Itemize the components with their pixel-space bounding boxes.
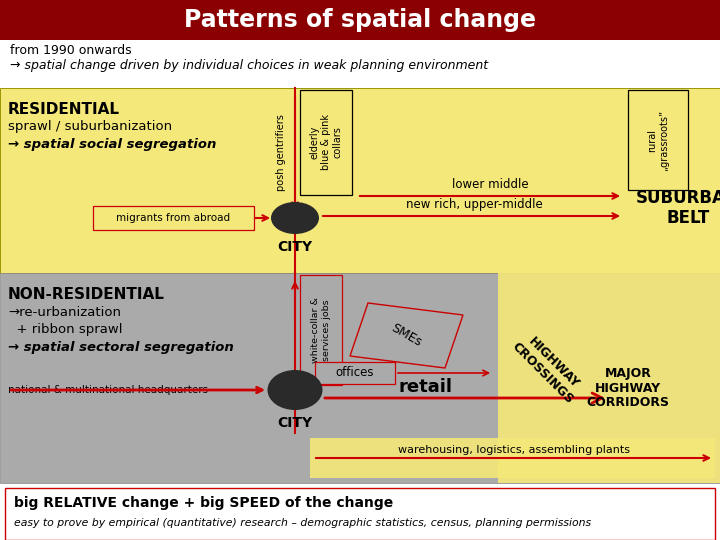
Text: NON-RESIDENTIAL: NON-RESIDENTIAL <box>8 287 165 302</box>
Polygon shape <box>350 303 463 368</box>
Bar <box>0 0 720 40</box>
Bar <box>315 362 395 384</box>
Text: → spatial sectoral segregation: → spatial sectoral segregation <box>8 341 234 354</box>
Text: Patterns of spatial change: Patterns of spatial change <box>184 8 536 32</box>
Text: national & multinational headquarters: national & multinational headquarters <box>8 385 208 395</box>
Text: warehousing, logistics, assembling plants: warehousing, logistics, assembling plant… <box>397 445 629 455</box>
Text: SUBURBAN
BELT: SUBURBAN BELT <box>636 188 720 227</box>
Text: easy to prove by empirical (quantitative) research – demographic statistics, cen: easy to prove by empirical (quantitative… <box>14 518 591 528</box>
Bar <box>300 90 352 195</box>
FancyBboxPatch shape <box>93 206 254 230</box>
Text: SMEs: SMEs <box>389 322 424 349</box>
Bar <box>310 438 715 478</box>
Text: retail: retail <box>398 378 452 396</box>
Ellipse shape <box>268 370 323 410</box>
Text: big RELATIVE change + big SPEED of the change: big RELATIVE change + big SPEED of the c… <box>14 496 393 510</box>
Bar <box>628 90 688 190</box>
Text: CITY: CITY <box>277 416 312 430</box>
Text: CITY: CITY <box>277 240 312 254</box>
Text: sprawl / suburbanization: sprawl / suburbanization <box>8 120 172 133</box>
Text: posh gentrifiers: posh gentrifiers <box>276 114 286 192</box>
Text: rural
„grassroots”: rural „grassroots” <box>647 110 669 171</box>
Text: from 1990 onwards: from 1990 onwards <box>10 44 132 57</box>
Bar <box>300 275 342 385</box>
Text: new rich, upper-middle: new rich, upper-middle <box>405 198 542 211</box>
Text: migrants from abroad: migrants from abroad <box>117 213 230 223</box>
Text: → spatial social segregation: → spatial social segregation <box>8 138 217 151</box>
Bar <box>0 88 720 273</box>
Text: white-collar &
services jobs: white-collar & services jobs <box>311 297 330 363</box>
Text: HIGHWAY
CROSSINGS: HIGHWAY CROSSINGS <box>510 329 587 407</box>
Text: lower middle: lower middle <box>451 178 528 191</box>
Text: RESIDENTIAL: RESIDENTIAL <box>8 102 120 117</box>
Text: → spatial change driven by individual choices in weak planning environment: → spatial change driven by individual ch… <box>10 59 488 72</box>
Bar <box>5 488 715 540</box>
Text: + ribbon sprawl: + ribbon sprawl <box>8 323 122 336</box>
Ellipse shape <box>271 202 319 234</box>
Text: offices: offices <box>336 367 374 380</box>
Text: MAJOR
HIGHWAY
CORRIDORS: MAJOR HIGHWAY CORRIDORS <box>587 367 670 409</box>
Bar <box>498 273 720 483</box>
Text: elderly
blue & pink
collars: elderly blue & pink collars <box>310 114 343 171</box>
Text: →re-urbanization: →re-urbanization <box>8 306 121 319</box>
Bar <box>0 273 720 483</box>
